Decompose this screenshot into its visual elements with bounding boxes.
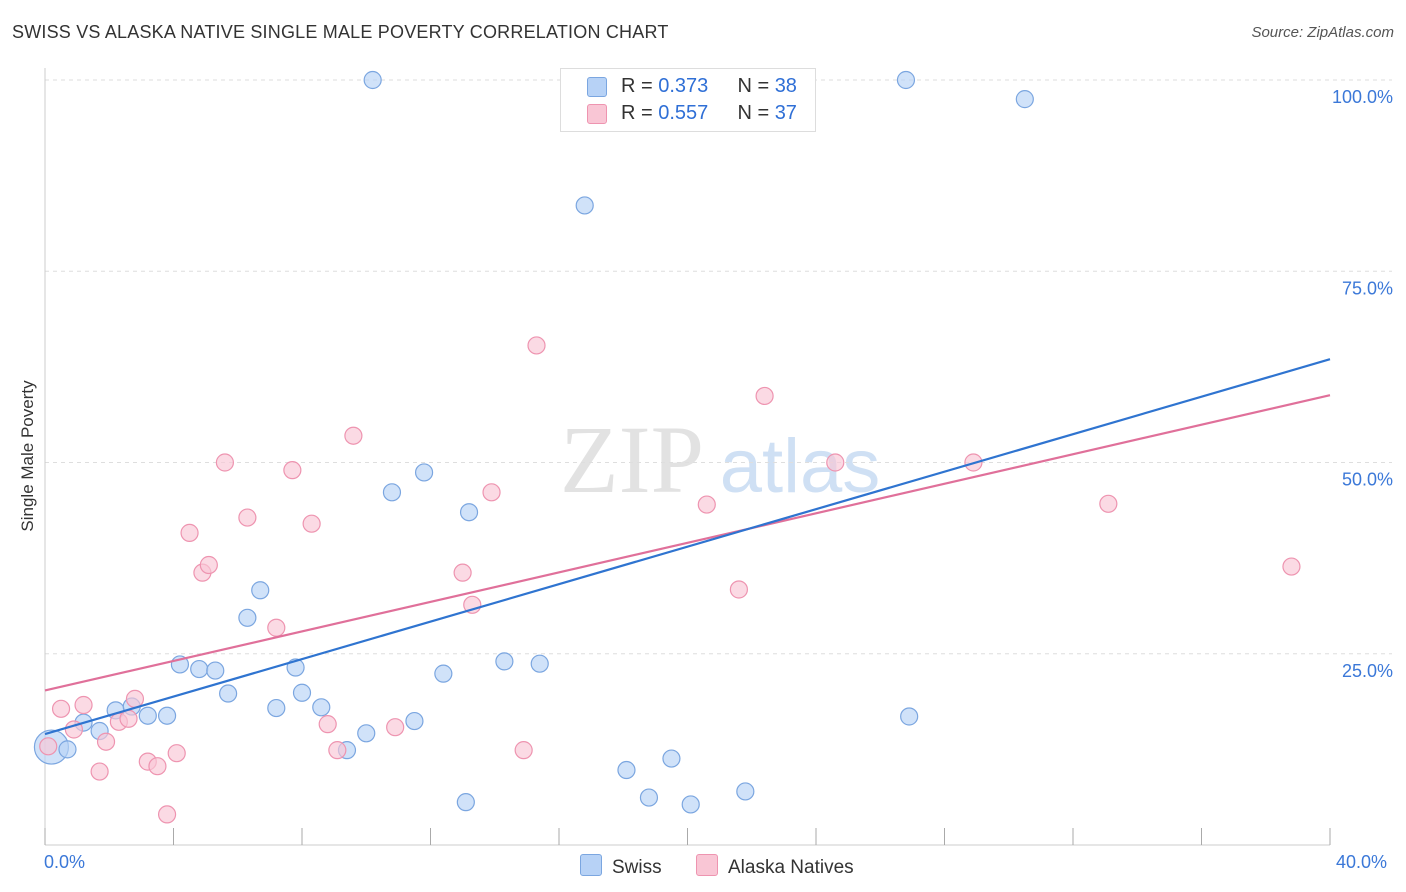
watermark-atlas: atlas	[720, 424, 881, 509]
swiss-point-27	[495, 652, 514, 671]
watermark-zip: ZIP	[560, 406, 704, 513]
swiss-point-21	[382, 483, 402, 502]
swiss-point-30	[617, 760, 636, 780]
alaska-point-3	[74, 695, 93, 715]
alaska-point-32	[755, 386, 774, 406]
swiss-point-28	[530, 654, 549, 673]
alaska-point-15	[199, 555, 218, 575]
swiss-point-6	[138, 706, 157, 725]
alaska-point-21	[318, 715, 337, 734]
alaska-point-16	[215, 453, 234, 472]
alaska-point-19	[283, 461, 302, 480]
alaska-point-35	[1099, 494, 1118, 513]
alaska-point-10	[148, 757, 167, 776]
alaska-r-label: R =	[621, 102, 659, 124]
alaska-point-27	[482, 483, 501, 502]
swiss-point-24	[434, 664, 453, 683]
swiss-r-label: R =	[621, 75, 659, 97]
swiss-point-22	[405, 711, 424, 731]
swiss-point-29	[575, 196, 594, 215]
swiss-point-36	[896, 70, 916, 90]
swiss-point-20	[363, 70, 382, 90]
alaska-r-value: 0.557	[658, 102, 709, 124]
swiss-point-13	[251, 581, 270, 600]
alaska-trend-line	[44, 394, 1331, 692]
alaska-point-0	[39, 737, 58, 756]
alaska-point-31	[729, 580, 749, 599]
y-tick-labels: 25.0% 50.0% 75.0% 100.0%	[1332, 87, 1393, 681]
y-tick-label-75: 75.0%	[1342, 278, 1393, 298]
swiss-points	[33, 70, 1034, 814]
swiss-legend-label: Swiss	[612, 857, 662, 878]
alaska-point-13	[180, 523, 199, 542]
alaska-point-5	[96, 732, 116, 751]
swiss-point-7	[157, 706, 177, 725]
swiss-point-16	[292, 683, 312, 702]
alaska-n-label: N =	[737, 102, 775, 124]
swiss-legend-swatch	[580, 854, 602, 876]
swiss-point-11	[219, 684, 238, 703]
y-tick-label-100: 100.0%	[1332, 87, 1393, 107]
watermark: ZIP atlas	[560, 406, 880, 513]
alaska-point-20	[302, 514, 321, 533]
alaska-point-18	[267, 618, 286, 637]
alaska-swatch	[587, 104, 607, 124]
x-tick-max: 40.0%	[1336, 852, 1388, 872]
swiss-trend-line	[44, 358, 1331, 736]
swiss-point-12	[238, 608, 257, 627]
swiss-point-10	[206, 661, 225, 680]
alaska-point-8	[125, 689, 145, 708]
swiss-point-19	[357, 724, 376, 743]
alaska-n-value: 37	[774, 102, 797, 124]
axes	[44, 68, 1331, 846]
alaska-point-12	[167, 744, 186, 763]
y-tick-label-50: 50.0%	[1342, 470, 1393, 490]
swiss-r-value: 0.373	[658, 75, 709, 97]
swiss-n-value: 38	[774, 75, 797, 97]
alaska-point-28	[514, 741, 533, 760]
alaska-points	[39, 336, 1301, 824]
chart-title: SWISS VS ALASKA NATIVE SINGLE MALE POVER…	[12, 22, 669, 42]
swiss-point-34	[736, 782, 755, 801]
swiss-point-1	[58, 740, 77, 759]
stats-legend: R = 0.373 N = 38 R = 0.557 N = 37	[560, 68, 816, 132]
alaska-point-33	[826, 453, 845, 472]
alaska-point-25	[453, 563, 472, 582]
swiss-point-31	[639, 788, 659, 807]
legend-item-alaska: Alaska Natives	[696, 854, 854, 879]
alaska-point-30	[697, 495, 716, 514]
swiss-point-14	[267, 698, 286, 718]
swiss-n-label: N =	[737, 75, 775, 97]
alaska-point-17	[238, 508, 257, 527]
swiss-point-32	[662, 749, 681, 768]
chart-source: Source: ZipAtlas.com	[1251, 24, 1394, 41]
swiss-point-37	[1015, 90, 1034, 109]
alaska-point-7	[119, 709, 138, 728]
swiss-swatch	[587, 77, 607, 97]
swiss-point-23	[414, 463, 434, 482]
swiss-point-26	[459, 503, 479, 522]
alaska-point-23	[344, 426, 363, 445]
swiss-point-25	[456, 793, 475, 812]
alaska-legend-label: Alaska Natives	[728, 857, 854, 878]
swiss-point-9	[190, 659, 209, 679]
gridlines	[45, 79, 1392, 655]
alaska-point-1	[51, 699, 71, 718]
x-tick-min: 0.0%	[44, 852, 86, 872]
alaska-point-11	[157, 805, 177, 824]
alaska-point-29	[527, 336, 546, 355]
y-tick-label-25: 25.0%	[1342, 661, 1393, 681]
alaska-point-22	[328, 741, 347, 760]
alaska-legend-swatch	[696, 854, 718, 876]
alaska-point-24	[386, 718, 405, 737]
alaska-point-4	[90, 762, 109, 781]
swiss-point-33	[681, 795, 700, 814]
swiss-point-17	[312, 698, 331, 717]
alaska-point-36	[1282, 557, 1301, 576]
legend-item-swiss: Swiss	[580, 854, 662, 879]
swiss-point-35	[900, 707, 919, 726]
trend-lines	[44, 358, 1331, 736]
series-legend: Swiss Alaska Natives	[0, 850, 1406, 880]
